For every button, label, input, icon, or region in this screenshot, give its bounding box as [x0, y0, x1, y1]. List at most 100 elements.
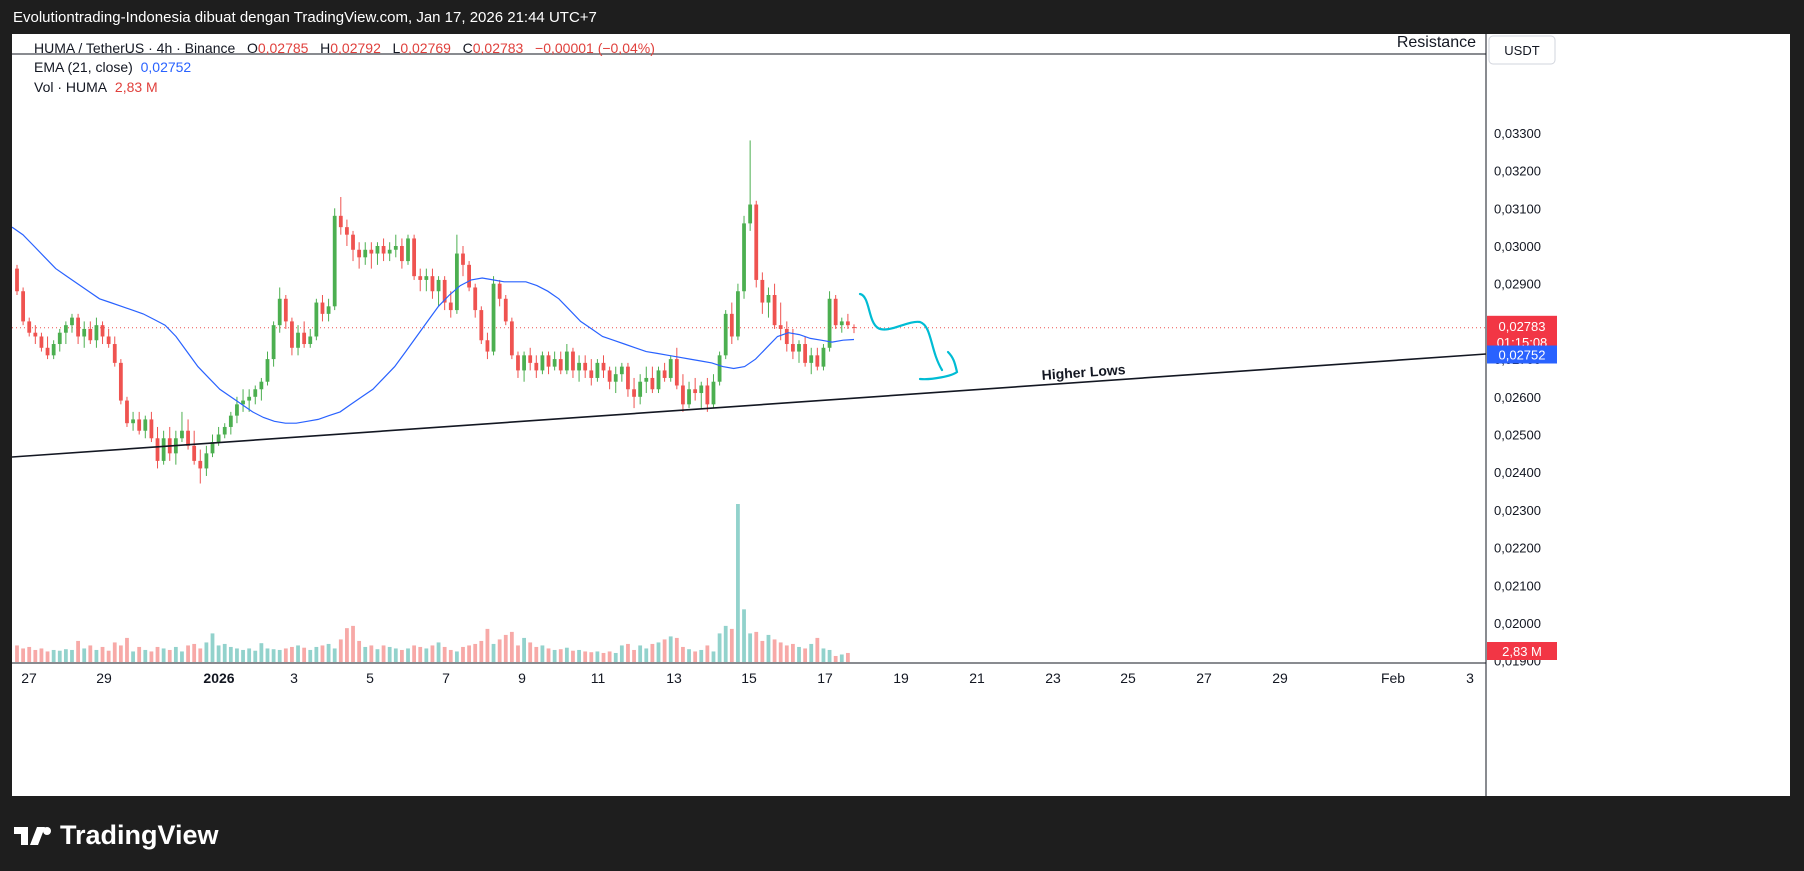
candle-body[interactable]: [845, 321, 850, 326]
candle-body[interactable]: [528, 355, 533, 363]
candle-body[interactable]: [198, 460, 203, 469]
candle-body[interactable]: [717, 355, 722, 382]
candle-body[interactable]: [784, 328, 789, 345]
candle-body[interactable]: [552, 359, 557, 367]
candle-body[interactable]: [632, 389, 636, 397]
candle-body[interactable]: [320, 302, 325, 314]
candle-body[interactable]: [210, 442, 215, 454]
candle-body[interactable]: [595, 362, 600, 378]
candle-body[interactable]: [51, 344, 56, 356]
candle-body[interactable]: [412, 238, 417, 277]
candle-body[interactable]: [314, 302, 319, 337]
candle-body[interactable]: [491, 283, 496, 352]
candle-body[interactable]: [448, 302, 453, 311]
candle-body[interactable]: [63, 325, 68, 333]
candle-body[interactable]: [357, 249, 362, 258]
candle-body[interactable]: [797, 344, 801, 352]
candle-body[interactable]: [21, 291, 26, 322]
candle-body[interactable]: [137, 419, 142, 431]
candle-body[interactable]: [485, 340, 490, 352]
candle-body[interactable]: [228, 415, 233, 427]
candle-body[interactable]: [430, 276, 435, 292]
candle-body[interactable]: [503, 298, 508, 322]
candle-body[interactable]: [577, 362, 581, 371]
candle-body[interactable]: [27, 321, 32, 333]
candle-body[interactable]: [827, 298, 832, 348]
candle-body[interactable]: [125, 400, 129, 424]
candle-body[interactable]: [393, 246, 398, 250]
candle-body[interactable]: [143, 419, 148, 431]
candle-body[interactable]: [436, 279, 441, 292]
candle-body[interactable]: [674, 359, 679, 386]
candle-body[interactable]: [760, 279, 765, 303]
candle-body[interactable]: [253, 389, 258, 397]
currency-button[interactable]: [1488, 35, 1556, 65]
candle-body[interactable]: [100, 325, 105, 337]
candle-body[interactable]: [82, 328, 87, 337]
candle-body[interactable]: [656, 370, 661, 390]
candle-body[interactable]: [601, 362, 606, 371]
candle-body[interactable]: [57, 332, 62, 345]
candle-body[interactable]: [149, 419, 154, 439]
candle-body[interactable]: [803, 344, 808, 363]
candle-body[interactable]: [766, 295, 771, 303]
candle-body[interactable]: [473, 287, 478, 311]
candle-body[interactable]: [424, 276, 429, 280]
candle-body[interactable]: [619, 366, 624, 375]
candle-body[interactable]: [106, 336, 111, 345]
candle-body[interactable]: [534, 362, 539, 371]
ema-legend[interactable]: EMA (21, close) 0,02752: [34, 59, 191, 75]
candle-body[interactable]: [662, 370, 667, 378]
candle-body[interactable]: [204, 453, 209, 469]
candle-body[interactable]: [308, 336, 313, 345]
candle-body[interactable]: [607, 370, 612, 382]
candle-body[interactable]: [509, 321, 514, 356]
candle-body[interactable]: [723, 313, 728, 356]
candle-body[interactable]: [809, 355, 814, 363]
candle-body[interactable]: [241, 400, 245, 405]
candle-body[interactable]: [216, 434, 221, 443]
candle-body[interactable]: [15, 268, 19, 292]
candle-body[interactable]: [39, 336, 44, 348]
candle-body[interactable]: [540, 355, 545, 371]
candle-body[interactable]: [131, 419, 135, 424]
candle-body[interactable]: [283, 298, 288, 322]
candle-body[interactable]: [650, 377, 655, 390]
volume-legend[interactable]: Vol · HUMA 2,83 M: [34, 79, 158, 95]
candle-body[interactable]: [705, 385, 710, 405]
candle-body[interactable]: [277, 298, 282, 326]
price-chart[interactable]: USDT Resistance 0,03300 0,03200 0,03100 0,030…: [11, 34, 1790, 796]
candle-body[interactable]: [192, 445, 197, 461]
candle-body[interactable]: [644, 377, 649, 382]
candle-body[interactable]: [497, 283, 502, 299]
candle-body[interactable]: [290, 321, 294, 348]
candle-body[interactable]: [369, 249, 374, 254]
candle-body[interactable]: [76, 317, 80, 337]
candle-body[interactable]: [626, 366, 630, 390]
candle-body[interactable]: [564, 351, 569, 371]
candle-body[interactable]: [687, 389, 691, 405]
candle-body[interactable]: [742, 223, 746, 292]
candle-body[interactable]: [754, 204, 759, 280]
candle-body[interactable]: [442, 279, 447, 303]
candle-body[interactable]: [558, 359, 563, 371]
candle-body[interactable]: [94, 325, 99, 341]
candle-body[interactable]: [351, 234, 355, 250]
candle-body[interactable]: [638, 381, 643, 397]
candle-body[interactable]: [583, 362, 588, 371]
candle-body[interactable]: [418, 276, 423, 280]
candle-body[interactable]: [363, 249, 368, 258]
candle-body[interactable]: [381, 246, 386, 254]
candle-body[interactable]: [271, 325, 276, 360]
candle-body[interactable]: [699, 385, 704, 394]
candle-body[interactable]: [852, 327, 856, 329]
candle-body[interactable]: [387, 249, 392, 254]
candle-body[interactable]: [400, 246, 404, 262]
candle-body[interactable]: [668, 359, 673, 378]
candle-body[interactable]: [112, 344, 117, 363]
candle-body[interactable]: [772, 295, 777, 326]
candle-body[interactable]: [338, 215, 343, 228]
candle-body[interactable]: [186, 430, 190, 446]
candle-body[interactable]: [235, 404, 239, 416]
candle-body[interactable]: [155, 438, 160, 461]
